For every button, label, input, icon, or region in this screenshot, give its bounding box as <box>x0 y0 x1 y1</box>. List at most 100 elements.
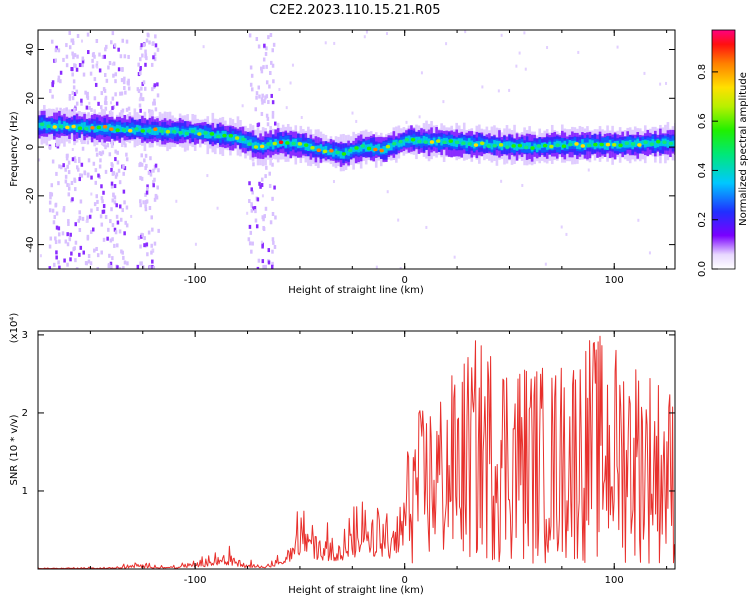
spectrogram-peak <box>197 132 202 136</box>
y-tick-label: -20 <box>25 188 36 204</box>
spectrogram-cell <box>255 95 258 100</box>
spectrogram-cell <box>521 183 524 187</box>
spectrogram-cell <box>91 58 94 63</box>
spectrogram-cell <box>120 249 123 254</box>
spectrogram-cell <box>97 101 100 106</box>
spectrogram-cell <box>478 141 481 147</box>
spectrogram-cell <box>67 192 71 197</box>
spectrogram-cell <box>55 250 58 255</box>
spectrogram-cell <box>117 47 120 52</box>
spectrogram-peak <box>90 125 95 130</box>
spectrogram-cell <box>558 141 562 148</box>
spectrogram-cell <box>254 209 257 214</box>
spectrogram-cell <box>250 73 254 78</box>
spectrogram-cell <box>397 142 401 148</box>
spectrogram-peak <box>348 148 353 153</box>
spectrogram-cell <box>121 38 124 43</box>
spectrogram-cell <box>89 229 93 234</box>
spectrogram-cell <box>347 150 350 156</box>
spectrogram-cell <box>67 186 71 191</box>
spectrogram-cell <box>139 161 142 166</box>
spectrogram-cell <box>154 34 157 39</box>
spectrogram-cell <box>141 53 144 58</box>
spectrogram-peak <box>373 147 378 152</box>
spectrogram-cell <box>483 141 486 149</box>
spectrogram-cell <box>65 43 68 48</box>
spectrogram-cell <box>278 87 281 91</box>
spectrogram-cell <box>105 44 108 49</box>
spectrogram-cell <box>250 249 253 254</box>
spectrogram-cell <box>273 185 276 190</box>
spectrogram-cell <box>578 143 582 150</box>
spectrogram-cell <box>116 243 119 248</box>
spectrogram-cell <box>124 143 127 148</box>
spectrogram-cell <box>563 140 567 148</box>
spectrogram-cell <box>67 160 71 165</box>
spectrogram-cell <box>98 68 102 73</box>
spectrogram-cell <box>150 243 153 248</box>
spectrogram-cell <box>72 55 75 60</box>
spectrogram-cell <box>145 190 149 195</box>
spectrogram-cell <box>139 261 142 266</box>
spectrogram-cell <box>114 157 117 162</box>
spectrogram-cell <box>152 265 156 269</box>
spectrogram-peak <box>492 143 497 148</box>
spectrogram-peak <box>536 144 541 148</box>
spectrogram-peak <box>436 139 441 143</box>
spectrogram-cell <box>136 264 140 269</box>
spectrogram-cell <box>103 88 107 93</box>
spectrogram-cell <box>493 140 496 147</box>
spectrogram-cell <box>96 266 100 269</box>
spectrogram-peak <box>228 133 233 138</box>
spectrogram-cell <box>50 124 54 130</box>
spectrogram-cell <box>108 61 112 66</box>
spectrogram-cell <box>88 101 91 105</box>
spectrogram-cell <box>90 208 93 213</box>
spectrogram-cell <box>154 194 158 199</box>
spectrogram-cell <box>121 67 124 72</box>
spectrogram-cell <box>355 119 358 123</box>
spectrogram-cell <box>262 217 265 222</box>
spectrogram-cell <box>113 195 117 200</box>
spectrogram-cell <box>139 57 142 62</box>
spectrogram-cell <box>71 51 74 56</box>
spectrogram-cell <box>80 39 83 43</box>
spectrogram-cell <box>81 216 85 221</box>
spectrogram-peak <box>96 125 101 130</box>
spectrogram-cell <box>560 225 563 229</box>
spectrogram-cell <box>72 247 75 252</box>
spectrogram-cell <box>133 128 137 135</box>
spectrogram-cell <box>124 90 127 95</box>
spectrogram-cell <box>231 134 235 141</box>
spectrogram-cell <box>74 258 77 263</box>
spectrogram-cell <box>523 143 526 149</box>
spectrogram-cell <box>144 207 148 212</box>
spectrogram-cell <box>152 168 155 173</box>
spectrogram-cell <box>87 254 91 259</box>
spectrogram-cell <box>111 163 114 168</box>
spectrogram-cell <box>540 143 544 149</box>
spectrogram-cell <box>176 127 179 134</box>
spectrogram-cell <box>364 144 368 152</box>
spectrogram-cell <box>138 125 142 132</box>
spectrogram-cell <box>500 33 503 37</box>
spectrogram-cell <box>119 54 123 59</box>
spectrogram-cell <box>104 47 107 52</box>
spectrogram-cell <box>152 180 155 185</box>
spectrogram-cell <box>98 52 101 57</box>
spectrogram-cell <box>94 82 98 87</box>
colorbar-label: Normalized spectral amplitude <box>738 72 749 226</box>
spectrogram-cell <box>497 89 500 93</box>
spectrogram-cell <box>251 87 254 92</box>
spectrogram-cell <box>116 220 120 225</box>
spectrogram-cell <box>332 180 335 184</box>
spectrogram-cell <box>214 133 217 139</box>
spectrogram-cell <box>465 140 469 148</box>
spectrogram-cell <box>216 131 220 138</box>
spectrogram-cell <box>103 54 107 59</box>
spectrogram-cell <box>115 203 118 208</box>
x-tick-label: -100 <box>184 575 207 586</box>
spectrogram-cell <box>271 237 275 242</box>
spectrogram-cell <box>68 237 72 242</box>
spectrogram-peak <box>272 141 277 146</box>
